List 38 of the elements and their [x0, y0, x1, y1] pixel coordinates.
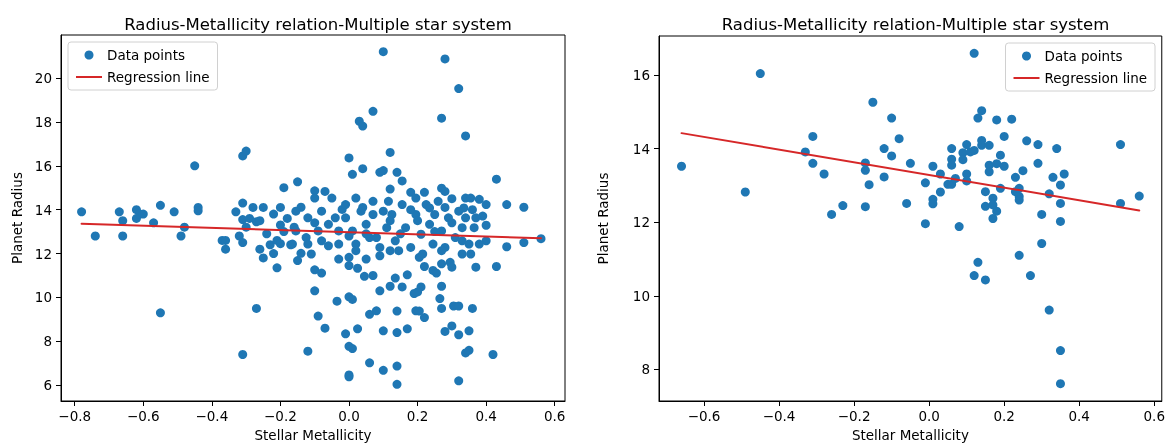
x-tick-label: 0.0 [338, 408, 360, 424]
x-tick-label: −0.6 [687, 408, 721, 424]
y-tick-label: 10 [34, 289, 52, 306]
x-tick-label: −0.4 [762, 408, 796, 424]
x-axis-title: Stellar Metallicity [254, 427, 372, 443]
legend-label: Regression line [107, 69, 210, 85]
x-tick-label: 0.2 [993, 408, 1015, 424]
x-tick-label: 0.2 [406, 408, 429, 424]
y-axis-title: Planet Radius [8, 172, 25, 264]
x-tick-label: −0.6 [126, 408, 160, 424]
y-tick-label: 18 [34, 113, 52, 130]
legend-label: Data points [1044, 48, 1123, 64]
y-tick-label: 12 [34, 245, 52, 262]
y-tick-label: 8 [43, 333, 52, 350]
chart-title: Radius-Metallicity relation-Multiple star system [124, 15, 512, 34]
x-tick-label: 0.6 [543, 408, 566, 424]
chart-title: Radius-Metallicity relation-Multiple star system [721, 15, 1110, 34]
x-tick-label: −0.2 [264, 408, 297, 424]
y-tick-label: 16 [34, 157, 52, 174]
x-tick-label: 0.0 [918, 408, 940, 424]
y-tick-label: 20 [34, 70, 52, 87]
x-tick-label: −0.2 [837, 408, 871, 424]
x-tick-label: 0.4 [475, 408, 497, 424]
y-tick-label: 6 [43, 377, 52, 394]
y-tick-label: 10 [632, 287, 650, 304]
y-tick-label: 8 [641, 361, 650, 378]
x-tick-label: −0.8 [58, 408, 92, 424]
x-tick-label: −0.4 [195, 408, 229, 424]
legend-label: Regression line [1044, 70, 1147, 86]
x-axis-title: Stellar Metallicity [851, 427, 969, 443]
y-tick-label: 12 [632, 214, 650, 231]
x-tick-label: 0.4 [1068, 408, 1090, 424]
legend-label: Data points [107, 47, 185, 63]
y-axis-title: Planet Radius [595, 172, 611, 265]
y-tick-label: 16 [632, 67, 650, 83]
y-tick-label: 14 [632, 140, 650, 157]
y-tick-label: 14 [34, 201, 52, 218]
x-tick-label: 0.6 [1143, 408, 1166, 424]
